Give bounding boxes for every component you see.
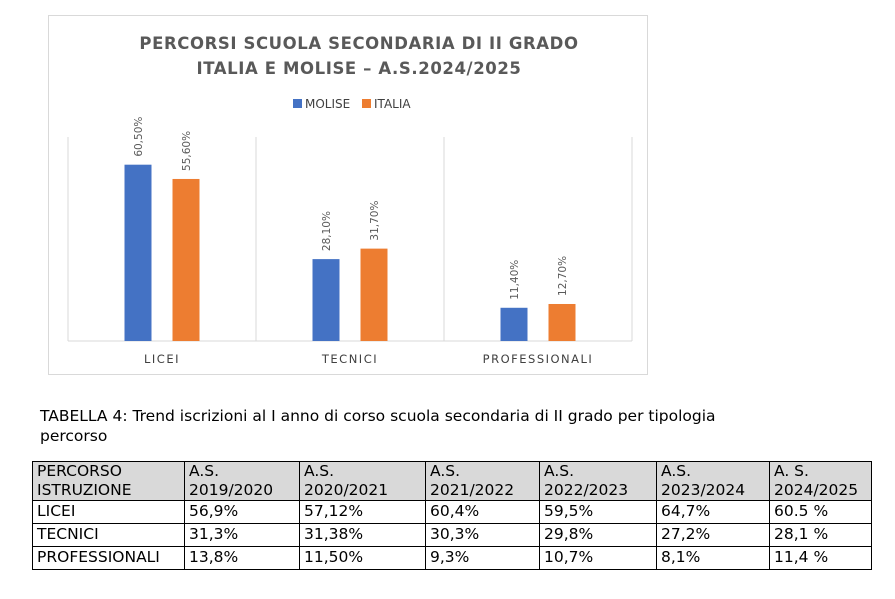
cell-percorso: PROFESSIONALI xyxy=(33,547,185,570)
cell-value: 11,50% xyxy=(300,547,426,570)
legend-label-molise: MOLISE xyxy=(305,97,350,111)
bar-italia xyxy=(361,249,388,341)
cell-value: 28,1 % xyxy=(770,524,872,547)
cell-value: 8,1% xyxy=(657,547,770,570)
x-tick-label: PROFESSIONALI xyxy=(483,352,594,366)
header-as-2024-2025: A. S. 2024/2025 xyxy=(770,462,872,501)
cell-value: 57,12% xyxy=(300,501,426,524)
bar-molise xyxy=(125,165,152,341)
table-caption: TABELLA 4: Trend iscrizioni al I anno di… xyxy=(40,406,840,446)
header-as-2022-2023: A.S. 2022/2023 xyxy=(540,462,657,501)
data-label: 11,40% xyxy=(509,260,521,300)
data-label: 12,70% xyxy=(557,256,569,296)
cell-value: 31,38% xyxy=(300,524,426,547)
cell-value: 60,4% xyxy=(426,501,540,524)
bar-molise xyxy=(501,308,528,341)
bar-molise xyxy=(313,259,340,341)
table-row: LICEI 56,9% 57,12% 60,4% 59,5% 64,7% 60.… xyxy=(33,501,872,524)
caption-line-2: percorso xyxy=(40,426,840,446)
cell-percorso: LICEI xyxy=(33,501,185,524)
cell-value: 30,3% xyxy=(426,524,540,547)
header-percorso: PERCORSO ISTRUZIONE xyxy=(33,462,185,501)
bar-italia xyxy=(549,304,576,341)
table-row: TECNICI 31,3% 31,38% 30,3% 29,8% 27,2% 2… xyxy=(33,524,872,547)
cell-value: 60.5 % xyxy=(770,501,872,524)
cell-value: 59,5% xyxy=(540,501,657,524)
cell-value: 31,3% xyxy=(185,524,300,547)
data-label: 60,50% xyxy=(133,117,145,157)
cell-percorso: TECNICI xyxy=(33,524,185,547)
table-header-row: PERCORSO ISTRUZIONE A.S. 2019/2020 A.S. 202… xyxy=(33,462,872,501)
header-as-2023-2024: A.S. 2023/2024 xyxy=(657,462,770,501)
header-as-2020-2021: A.S. 2020/2021 xyxy=(300,462,426,501)
cell-value: 11,4 % xyxy=(770,547,872,570)
x-tick-label: TECNICI xyxy=(321,352,378,366)
cell-value: 56,9% xyxy=(185,501,300,524)
x-tick-label: LICEI xyxy=(144,352,180,366)
data-label: 55,60% xyxy=(181,131,193,171)
table-row: PROFESSIONALI 13,8% 11,50% 9,3% 10,7% 8,… xyxy=(33,547,872,570)
cell-value: 64,7% xyxy=(657,501,770,524)
data-label: 31,70% xyxy=(369,201,381,241)
cell-value: 9,3% xyxy=(426,547,540,570)
data-label: 28,10% xyxy=(321,211,333,251)
plot-area: LICEI 60,50% 55,60% TECNICI 28,10% 31,70% PROF… xyxy=(68,117,632,366)
chart-container: PERCORSI SCUOLA SECONDARIA DI II GRADO I… xyxy=(48,15,648,375)
legend-swatch-molise xyxy=(293,99,302,108)
bar-italia xyxy=(173,179,200,341)
bar-chart: PERCORSI SCUOLA SECONDARIA DI II GRADO I… xyxy=(49,16,649,376)
chart-title-line2: ITALIA E MOLISE – A.S.2024/2025 xyxy=(196,59,521,78)
caption-line-1: TABELLA 4: Trend iscrizioni al I anno di… xyxy=(40,406,840,426)
cell-value: 10,7% xyxy=(540,547,657,570)
header-as-2021-2022: A.S. 2021/2022 xyxy=(426,462,540,501)
trend-table: PERCORSO ISTRUZIONE A.S. 2019/2020 A.S. 202… xyxy=(32,461,872,570)
header-as-2019-2020: A.S. 2019/2020 xyxy=(185,462,300,501)
cell-value: 29,8% xyxy=(540,524,657,547)
legend-swatch-italia xyxy=(362,99,371,108)
cell-value: 27,2% xyxy=(657,524,770,547)
legend-label-italia: ITALIA xyxy=(374,97,411,111)
cell-value: 13,8% xyxy=(185,547,300,570)
chart-title-line1: PERCORSI SCUOLA SECONDARIA DI II GRADO xyxy=(139,34,578,53)
